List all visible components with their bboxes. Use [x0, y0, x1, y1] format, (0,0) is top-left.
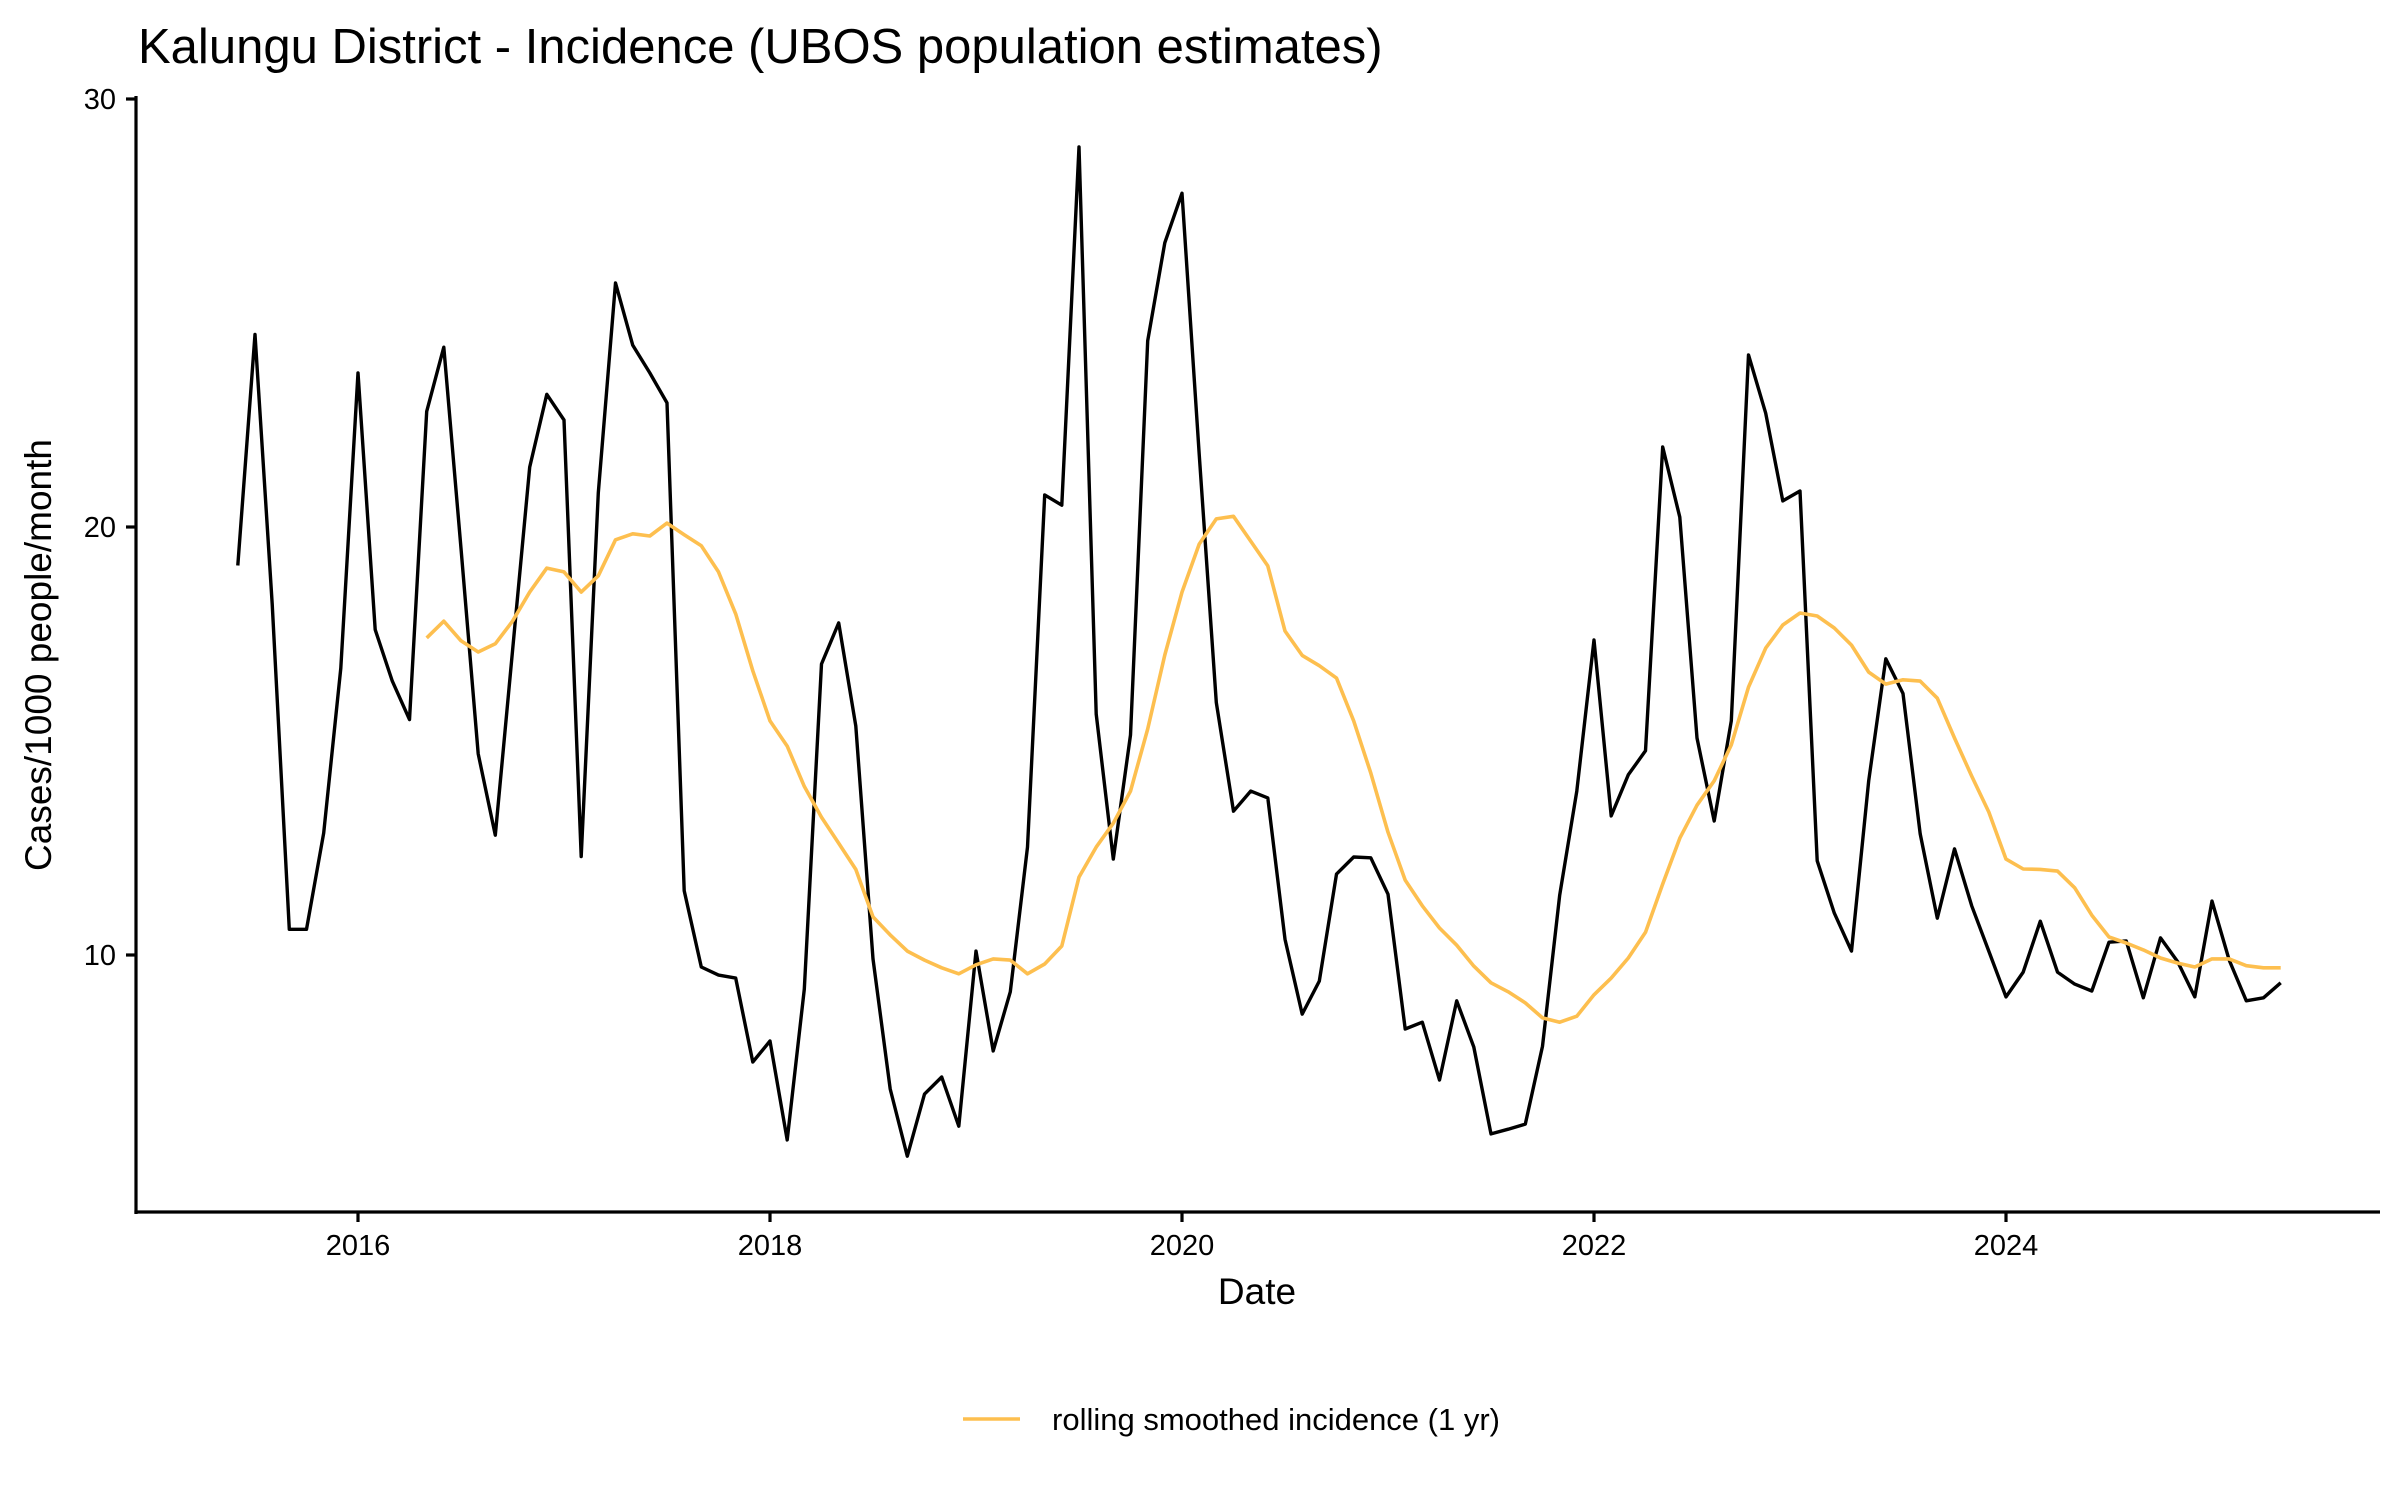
y-axis-ticks: 10 20 30	[84, 84, 136, 972]
x-tick-label: 2020	[1150, 1230, 1215, 1262]
x-tick-label: 2022	[1562, 1230, 1627, 1262]
y-axis-title: Cases/1000 people/month	[18, 439, 59, 871]
plot-area	[236, 145, 2282, 1158]
y-tick-label: 30	[84, 84, 116, 116]
x-tick-label: 2024	[1974, 1230, 2039, 1262]
x-tick-label: 2016	[326, 1230, 391, 1262]
series-line-incidence	[236, 145, 2282, 1158]
x-tick-label: 2018	[738, 1230, 803, 1262]
chart-title: Kalungu District - Incidence (UBOS popul…	[138, 20, 1383, 74]
x-axis-ticks: 2016 2018 2020 2022 2024	[326, 1212, 2039, 1262]
series-line-rolling-smoothed	[425, 514, 2281, 1025]
legend-label-rolling: rolling smoothed incidence (1 yr)	[1052, 1402, 1500, 1437]
rolling-points	[426, 515, 2282, 1023]
incidence-points	[237, 146, 2282, 1157]
x-axis-title: Date	[1218, 1271, 1296, 1312]
y-tick-label: 20	[84, 512, 116, 544]
y-tick-label: 10	[84, 940, 116, 972]
legend: rolling smoothed incidence (1 yr)	[963, 1402, 1500, 1437]
